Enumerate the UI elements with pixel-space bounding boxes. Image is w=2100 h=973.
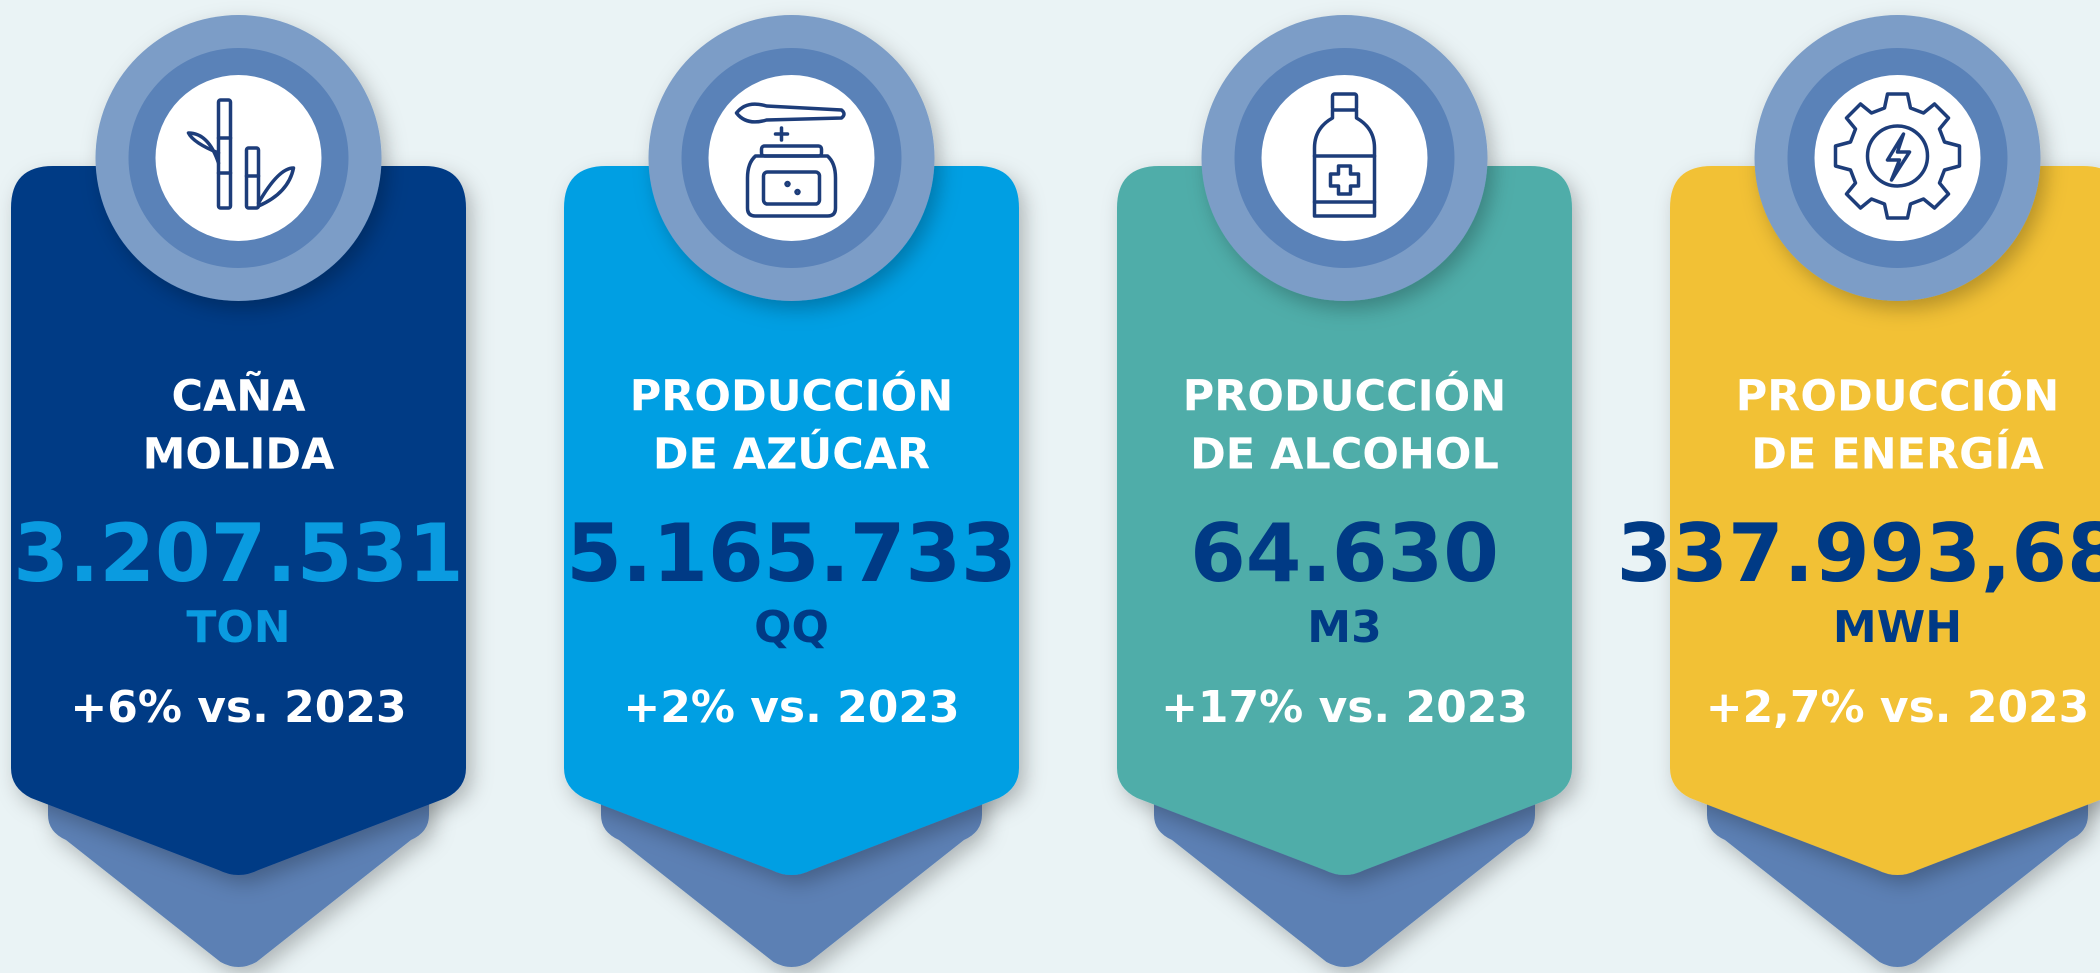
card-title: CAÑA: [171, 371, 306, 422]
card: PRODUCCIÓN DE ENERGÍA 337.993,687MWH +2,7% …: [1617, 15, 2100, 967]
card-value: 64.630: [1190, 507, 1499, 600]
card-body: [11, 166, 466, 875]
card-title: PRODUCCIÓN: [1183, 371, 1506, 422]
card-title: DE ENERGÍA: [1751, 429, 2044, 480]
card-title: PRODUCCIÓN: [1736, 371, 2059, 422]
card-value: 5.165.733: [566, 507, 1016, 600]
card-title: DE AZÚCAR: [653, 429, 930, 480]
card-change: +6% vs. 2023: [70, 682, 406, 733]
icon-disc: [155, 75, 322, 241]
card-value: 3.207.531: [13, 507, 463, 600]
icon-disc: [1814, 75, 1981, 241]
card-title: DE ALCOHOL: [1190, 430, 1499, 480]
card-change: +2% vs. 2023: [623, 682, 959, 733]
card-unit: M3: [1307, 602, 1381, 653]
card-body: [1670, 166, 2100, 875]
card-title: MOLIDA: [143, 430, 335, 480]
card-title: PRODUCCIÓN: [630, 371, 953, 422]
card-unit: QQ: [754, 602, 829, 653]
card-unit: MWH: [1833, 602, 1962, 653]
card-body: [564, 166, 1019, 875]
card-change: +17% vs. 2023: [1161, 682, 1528, 733]
icon-disc: [1261, 75, 1428, 241]
card-value: 337.993,687: [1617, 507, 2100, 600]
card-unit: TON: [186, 602, 290, 653]
card-change: +2,7% vs. 2023: [1706, 682, 2090, 733]
card-body: [1117, 166, 1572, 875]
